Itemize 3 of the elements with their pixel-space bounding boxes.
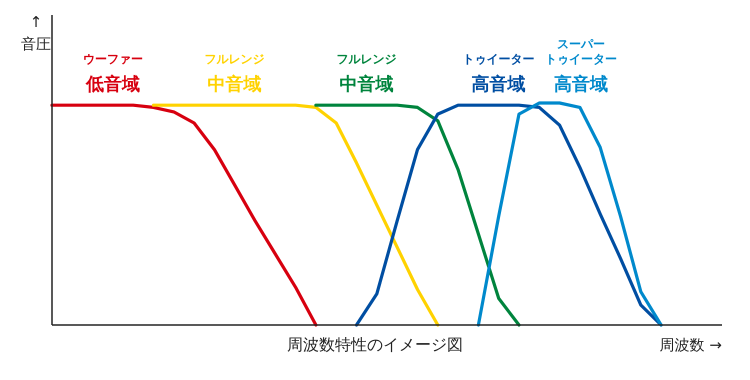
x-axis-title: 周波数 → [660,336,722,354]
y-axis-title: ↑ 音圧 [21,13,51,53]
text: 周波数特性のイメージ図 [287,335,463,354]
